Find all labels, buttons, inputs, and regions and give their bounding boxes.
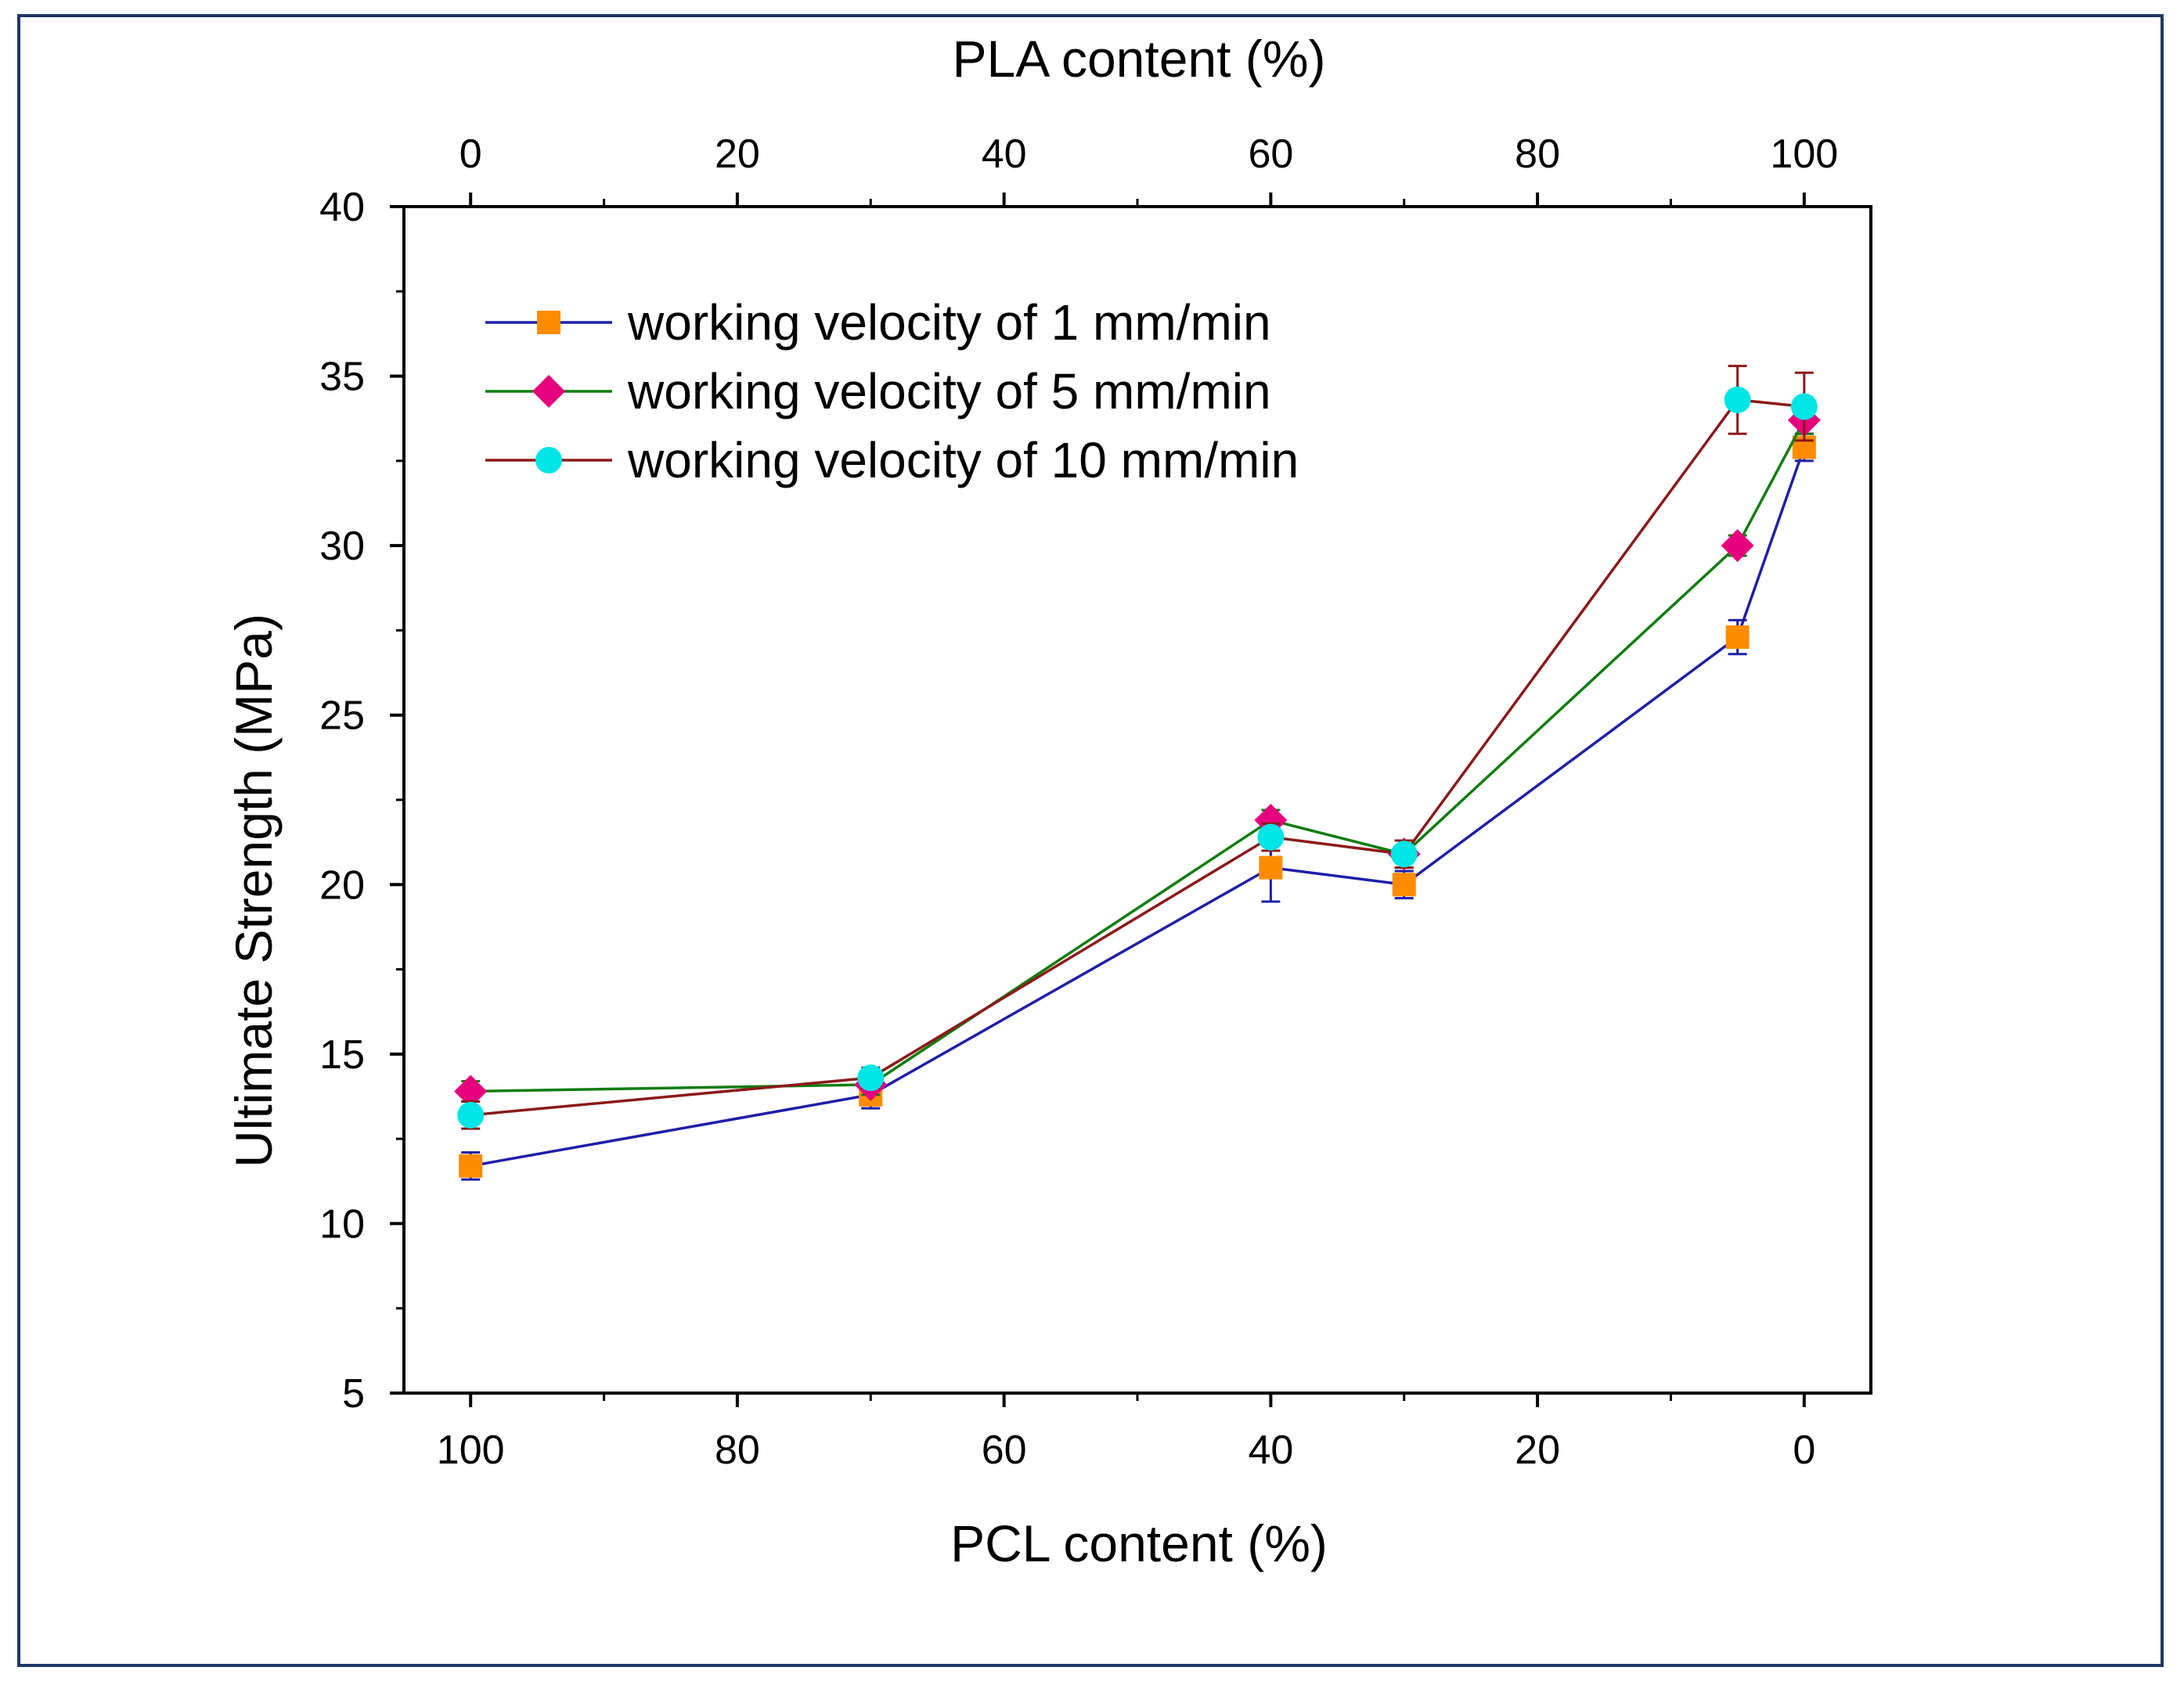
x-tick-label: 0: [1793, 1428, 1815, 1473]
x2-tick-label: 80: [1515, 131, 1560, 177]
legend-entry-3: working velocity of 10 mm/min: [485, 432, 1299, 488]
x2-tick-label: 0: [460, 131, 482, 177]
x2-axis-label: PLA content (%): [953, 30, 1326, 88]
legend-marker: [537, 311, 560, 334]
data-point: [457, 1101, 485, 1129]
legend-marker: [535, 447, 562, 473]
x-tick-label: 20: [1515, 1428, 1560, 1473]
y-axis-label: Ultimate Strength (MPa): [225, 614, 283, 1168]
y-tick-label: 30: [319, 524, 365, 569]
data-point: [459, 1154, 483, 1178]
x-tick-label: 80: [715, 1428, 760, 1473]
y-tick-label: 35: [319, 355, 365, 400]
legend-marker: [532, 375, 565, 408]
x2-tick-label: 100: [1770, 131, 1838, 177]
y-tick-label: 25: [319, 693, 365, 739]
legend-entry-2: working velocity of 5 mm/min: [485, 363, 1271, 419]
y-tick-label: 40: [319, 185, 365, 230]
data-point: [1724, 386, 1751, 413]
legend-entry-1: working velocity of 1 mm/min: [485, 294, 1271, 351]
series-line: [470, 446, 1806, 1168]
data-point: [1392, 873, 1416, 897]
y-tick-label: 5: [342, 1371, 365, 1417]
series-line: [470, 419, 1806, 1093]
x-tick-label: 40: [1248, 1428, 1293, 1473]
data-point: [1790, 393, 1818, 420]
data-point: [1259, 855, 1283, 880]
y-tick-label: 15: [319, 1032, 365, 1078]
legend-label: working velocity of 10 mm/min: [627, 432, 1299, 488]
x-tick-label: 60: [982, 1428, 1027, 1473]
data-point: [454, 1075, 488, 1108]
data-point: [1390, 841, 1418, 868]
series-2: [454, 403, 1821, 1108]
data-point: [1725, 625, 1750, 650]
legend-label: working velocity of 5 mm/min: [627, 363, 1271, 419]
x-axis-label: PCL content (%): [950, 1514, 1328, 1572]
y-tick-label: 20: [319, 862, 365, 908]
x2-tick-label: 20: [715, 131, 760, 177]
y-tick-label: 10: [319, 1201, 365, 1247]
x2-tick-label: 40: [982, 131, 1027, 177]
series-3: [457, 365, 1818, 1130]
legend-label: working velocity of 1 mm/min: [627, 294, 1271, 351]
x2-tick-label: 60: [1248, 131, 1293, 177]
x-tick-label: 100: [437, 1428, 505, 1473]
data-point: [1257, 823, 1285, 851]
data-point: [1721, 529, 1754, 563]
data-point: [857, 1064, 885, 1092]
series-line: [470, 398, 1804, 1117]
series-1: [459, 432, 1816, 1181]
